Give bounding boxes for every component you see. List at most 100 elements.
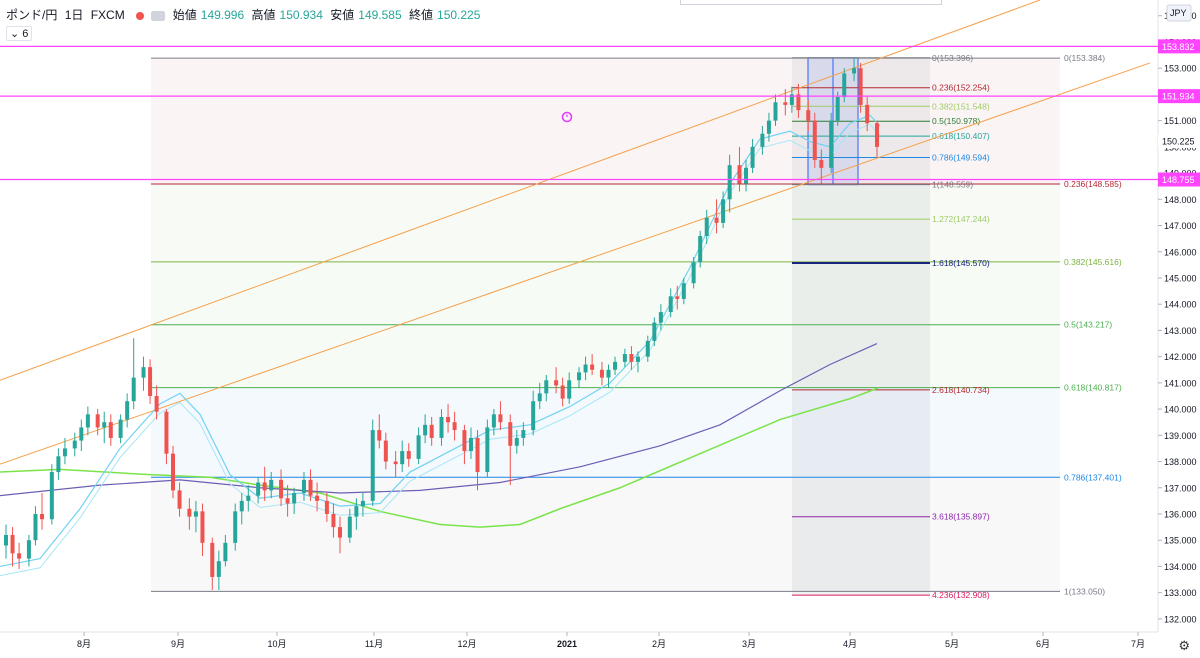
candle-body <box>308 479 313 496</box>
high-label: 高値 <box>251 8 276 22</box>
candle-body <box>26 540 31 559</box>
candle-body <box>423 424 428 436</box>
candle-body <box>744 167 749 184</box>
candle-body <box>301 479 306 494</box>
price-tick-label: 133.000 <box>1164 588 1197 598</box>
level-price-tag-label: 148.755 <box>1162 175 1195 185</box>
level-price-tag-label: 151.934 <box>1162 92 1195 102</box>
price-tick-label: 135.000 <box>1164 536 1197 546</box>
candle-body <box>727 165 732 200</box>
candle-body <box>269 479 274 491</box>
candle-body <box>737 165 742 184</box>
trend-line <box>0 0 1041 381</box>
fib-ext-label: 0.236(152.254) <box>932 83 990 93</box>
level-price-tag <box>1158 172 1200 187</box>
price-tick-label: 140.000 <box>1164 405 1197 415</box>
fib-level-label: 0.5(143.217) <box>1064 320 1112 330</box>
candle-body <box>416 435 421 459</box>
candle-body <box>233 511 238 543</box>
candle-body <box>33 513 38 541</box>
last-price-tag <box>1158 133 1200 148</box>
high-value: 150.934 <box>279 8 323 22</box>
level-price-tag <box>1158 89 1200 104</box>
price-tick-label: 132.000 <box>1164 614 1197 624</box>
candle-body <box>400 451 405 465</box>
symbol-name[interactable]: ポンド/円 <box>6 8 58 22</box>
alert-clock-icon <box>561 111 573 123</box>
fib-ext-label: 1.272(147.244) <box>932 214 990 224</box>
candle-body <box>439 416 444 438</box>
candle-body <box>468 437 473 452</box>
fib-level-label: 0(153.384) <box>1064 53 1105 63</box>
candle-body <box>108 422 113 438</box>
price-tick-label: 137.000 <box>1164 483 1197 493</box>
candle-body <box>193 511 198 517</box>
market-status-icon <box>136 11 145 20</box>
candle-body <box>491 414 496 428</box>
candle-body <box>95 414 100 428</box>
candle-body <box>599 369 604 378</box>
price-tick-label: 151.000 <box>1164 116 1197 126</box>
candle-body <box>537 393 542 402</box>
candle-body <box>681 283 686 299</box>
candle-body <box>875 123 879 147</box>
time-tick-label: 5月 <box>945 639 959 649</box>
low-label: 安値 <box>330 8 355 22</box>
candle-body <box>698 236 703 263</box>
indicator-toggle[interactable]: ⌄ 6 <box>6 26 33 41</box>
settings-gear-icon[interactable]: ⚙ <box>1178 638 1190 653</box>
candle-body <box>645 340 650 357</box>
candle-body <box>760 133 765 147</box>
candle-body <box>475 437 480 473</box>
candle-body <box>246 495 251 501</box>
fib-ext-label: 0.5(150.978) <box>932 116 980 126</box>
candle-body <box>170 453 175 491</box>
fib-ext-label: 1.618(145.570) <box>932 258 990 268</box>
candle-body <box>567 380 572 399</box>
candle-body <box>590 364 595 370</box>
candle-body <box>177 490 182 509</box>
candle-body <box>773 102 778 121</box>
open-value: 149.996 <box>200 8 245 22</box>
fib-level-label: 0.786(137.401) <box>1064 472 1122 482</box>
candle-body <box>315 495 320 501</box>
fib-zone <box>151 387 1060 478</box>
candle-body <box>331 513 336 528</box>
fib-zone <box>151 324 1060 388</box>
candle-body <box>629 354 634 362</box>
visibility-icon[interactable] <box>151 10 166 21</box>
candle-body <box>262 482 267 491</box>
time-tick-label: 8月 <box>77 639 91 649</box>
last-price-tag-label: 150.225 <box>1162 136 1195 146</box>
candle-body <box>583 364 588 373</box>
candle-body <box>835 97 840 121</box>
candle-body <box>324 500 329 514</box>
candle-body <box>383 440 388 462</box>
candle-body <box>377 430 382 441</box>
close-value: 150.225 <box>437 8 481 22</box>
source-label: FXCM <box>90 8 125 22</box>
candle-body <box>141 367 146 378</box>
candle-body <box>154 395 159 412</box>
candle-body <box>498 414 503 423</box>
candle-body <box>544 380 549 394</box>
candle-body <box>210 542 215 577</box>
price-tick-label: 142.000 <box>1164 352 1197 362</box>
candles <box>4 57 879 591</box>
indicator-count: 6 <box>22 28 29 40</box>
candle-body <box>79 427 84 441</box>
candle-body <box>4 534 8 546</box>
interval-label[interactable]: 1日 <box>64 8 84 22</box>
ma-green-line <box>0 387 879 528</box>
candle-body <box>56 456 61 473</box>
time-tick-label: 12月 <box>457 639 476 649</box>
price-tick-label: 145.000 <box>1164 273 1197 283</box>
price-tick-label: 141.000 <box>1164 378 1197 388</box>
candle-body <box>554 380 559 386</box>
candle-body <box>750 146 755 168</box>
time-axis: 8月 9月 10月 11月 12月 2021 2月 3月 4月 5月 6月 7月 <box>0 631 1158 649</box>
candle-body <box>72 440 77 449</box>
candle-body <box>360 500 365 507</box>
candle-body <box>370 430 375 501</box>
